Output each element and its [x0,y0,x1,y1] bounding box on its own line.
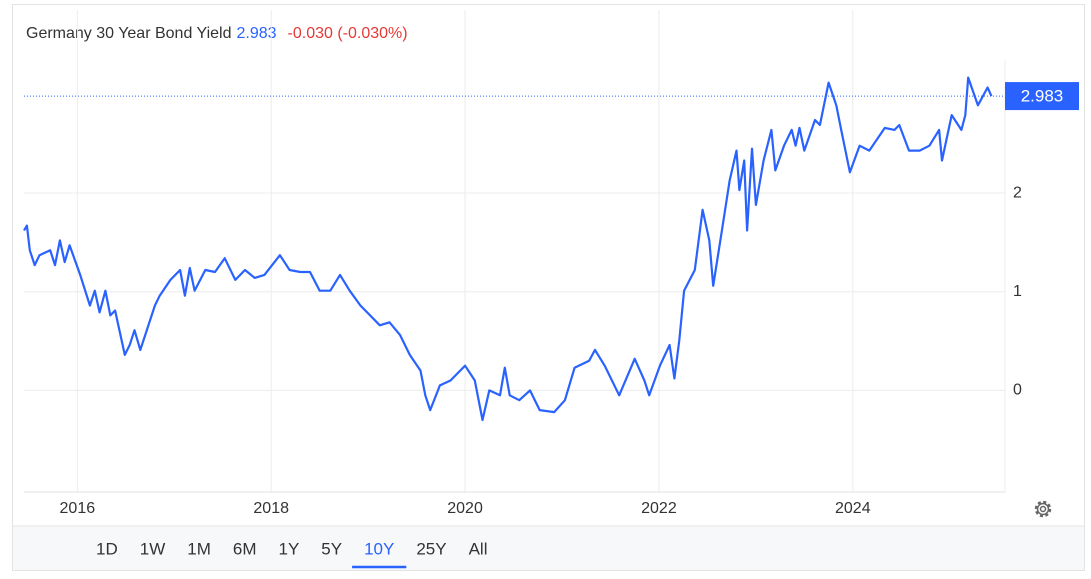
current-value-label: 2.983 [1021,87,1064,106]
chart-title: Germany 30 Year Bond Yield [26,25,231,42]
range-button[interactable]: All [469,539,488,558]
panel [12,4,1085,571]
range-button[interactable]: 5Y [321,539,342,558]
settings-icon[interactable] [1034,500,1052,518]
range-button[interactable]: 25Y [416,539,446,558]
x-tick-label: 2020 [447,500,483,517]
x-tick-label: 2024 [835,500,871,517]
range-button[interactable]: 10Y [364,539,394,558]
y-tick-label: 0 [1013,382,1022,399]
series-line [23,76,993,422]
x-tick-label: 2016 [60,500,96,517]
x-tick-label: 2018 [253,500,289,517]
x-tick-label: 2022 [641,500,677,517]
change: -0.030 (-0.030%) [288,25,408,42]
y-tick-label: 2 [1013,184,1022,201]
range-button[interactable]: 1Y [278,539,299,558]
range-button[interactable]: 1W [140,539,166,558]
range-button[interactable]: 1M [187,539,211,558]
toolbar [13,526,1084,570]
current-value: 2.983 [236,25,276,42]
range-button[interactable]: 6M [233,539,257,558]
current-value-box [1005,82,1079,111]
y-tick-label: 1 [1013,283,1022,300]
range-button[interactable]: 1D [96,539,118,558]
